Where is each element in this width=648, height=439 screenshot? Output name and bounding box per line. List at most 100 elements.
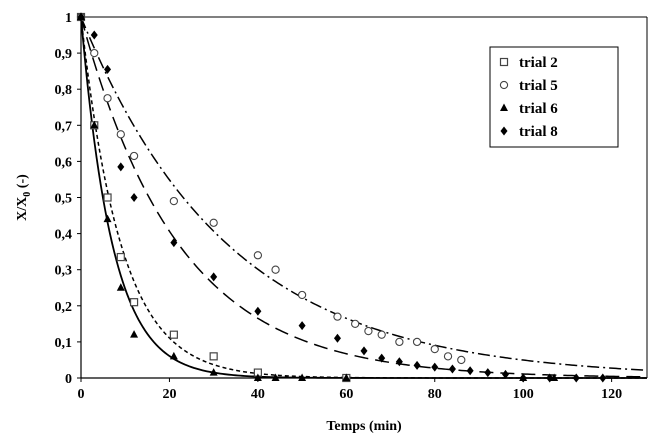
x-tick-label: 120	[601, 387, 622, 402]
y-axis-label: X/X0 (-)	[15, 174, 33, 221]
data-point	[116, 252, 125, 262]
legend-box	[489, 46, 619, 148]
y-tick-label: 0,4	[55, 228, 73, 243]
data-point	[103, 193, 112, 202]
data-point	[103, 214, 112, 223]
data-point	[116, 283, 125, 291]
data-points	[76, 12, 607, 383]
data-point	[448, 364, 456, 374]
data-point	[572, 373, 580, 383]
data-point	[209, 368, 218, 376]
x-tick-label: 80	[428, 387, 442, 402]
y-tick-label: 0,6	[55, 155, 73, 170]
legend-label: trial 2	[519, 55, 558, 71]
series-trial-8	[77, 12, 607, 383]
data-point	[364, 326, 373, 336]
data-point	[210, 272, 218, 282]
fit-curve-trial-8	[80, 16, 648, 378]
legend-entry: trial 2	[499, 55, 558, 71]
data-point	[104, 64, 112, 74]
data-point	[116, 130, 125, 139]
legend-marker	[500, 103, 508, 111]
data-point	[378, 353, 386, 363]
data-point	[169, 330, 178, 339]
data-point	[169, 196, 179, 206]
x-tick-label: 100	[513, 387, 534, 402]
data-point	[117, 162, 125, 172]
data-point	[297, 290, 307, 300]
data-point	[412, 337, 422, 347]
y-tick-label: 0,5	[55, 192, 73, 207]
series-trial-2	[76, 12, 351, 383]
data-point	[333, 333, 341, 343]
legend-entry: trial 5	[499, 78, 558, 94]
data-point	[77, 12, 85, 22]
legend-marker	[499, 57, 509, 67]
y-axis-label-main: X/X	[15, 197, 30, 221]
data-point	[130, 193, 138, 202]
data-point	[254, 306, 262, 316]
data-point	[129, 151, 139, 161]
data-point	[253, 373, 262, 381]
data-point	[457, 355, 466, 365]
data-point	[271, 373, 280, 381]
data-point	[90, 48, 99, 58]
data-point	[342, 373, 351, 381]
data-point	[466, 366, 474, 376]
data-point	[90, 30, 98, 40]
data-point	[443, 352, 453, 361]
data-point	[209, 218, 218, 227]
data-point	[351, 319, 360, 328]
y-tick-label: 0	[65, 372, 72, 387]
data-point	[519, 373, 527, 383]
legend-label: trial 8	[519, 124, 558, 140]
data-point	[360, 346, 368, 356]
data-point	[271, 265, 280, 274]
y-axis-label-subscript: 0	[22, 192, 33, 197]
x-tick-label: 0	[78, 387, 85, 402]
data-point	[599, 373, 607, 383]
fit-curve-trial-5	[80, 16, 648, 371]
data-point	[209, 352, 218, 361]
data-point	[377, 330, 386, 339]
legend-entry: trial 6	[500, 101, 558, 117]
data-point	[484, 368, 492, 378]
legend-entry: trial 8	[500, 124, 558, 140]
data-point	[333, 312, 342, 321]
y-tick-label: 0,3	[55, 264, 73, 279]
data-point	[170, 238, 178, 248]
legend-label: trial 5	[519, 78, 558, 94]
y-tick-label: 0,7	[55, 119, 73, 134]
data-point	[502, 369, 509, 379]
data-point	[129, 298, 139, 307]
tick-labels: 0 20 40 60 80 100 120 0 0,1 0,2 0,3 0,4 0,5 0,6 0,7 0,8…	[55, 11, 623, 402]
data-point	[298, 321, 306, 331]
series-trial-5	[76, 12, 466, 365]
y-tick-label: 0,1	[55, 336, 73, 351]
data-point	[103, 94, 112, 103]
data-point	[431, 362, 439, 372]
data-point	[395, 337, 404, 347]
data-point	[395, 357, 403, 367]
legend-marker	[500, 126, 508, 136]
data-point	[253, 251, 263, 260]
y-tick-label: 1	[65, 11, 72, 26]
y-tick-label: 0,2	[55, 300, 73, 315]
legend-marker	[499, 80, 509, 90]
y-tick-label: 0,9	[55, 47, 73, 62]
x-tick-label: 60	[339, 387, 353, 402]
x-tick-label: 20	[162, 387, 176, 402]
y-tick-label: 0,8	[55, 83, 73, 98]
data-point	[430, 344, 439, 354]
data-point	[546, 373, 554, 383]
x-axis-label: Temps (min)	[326, 419, 402, 434]
data-point	[169, 351, 178, 360]
data-point	[298, 373, 307, 381]
y-axis-label-unit: (-)	[15, 174, 30, 192]
legend: trial 2 trial 5 trial 6 trial 8	[489, 46, 619, 148]
data-point	[130, 330, 139, 338]
legend-label: trial 6	[519, 101, 558, 117]
data-point	[90, 120, 99, 129]
data-point	[413, 360, 421, 370]
